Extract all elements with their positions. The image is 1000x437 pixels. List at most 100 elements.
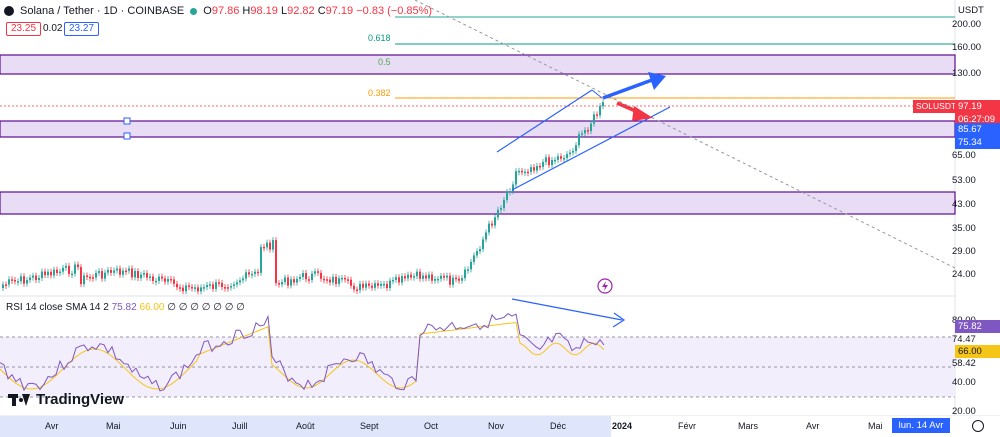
candle-body	[419, 271, 421, 279]
candle-body	[560, 156, 562, 159]
candle-body	[230, 286, 232, 288]
candle-body	[26, 280, 28, 284]
zone-0	[0, 54, 956, 75]
candle-body	[227, 287, 229, 289]
candle-body	[104, 272, 106, 279]
candle-body	[86, 275, 88, 277]
candle-body	[590, 123, 592, 132]
candle-body	[173, 279, 175, 284]
candle-body	[344, 277, 346, 280]
candle-body	[320, 272, 322, 279]
candle-body	[206, 285, 208, 288]
candle-body	[374, 283, 376, 288]
candle-body	[398, 277, 400, 283]
level-badge-lower: 75.34	[955, 136, 1000, 149]
last-price-badge: 97.19	[955, 100, 1000, 113]
candle-body	[530, 167, 532, 172]
candle-body	[5, 284, 7, 286]
time-label: Févr	[678, 421, 696, 431]
candle-body	[578, 134, 580, 146]
candle-body	[329, 279, 331, 283]
candle-body	[29, 277, 31, 281]
candle-body	[269, 242, 271, 250]
candle-body	[434, 279, 436, 281]
candle-body	[413, 276, 415, 278]
candle-body	[197, 287, 199, 292]
candle-body	[554, 159, 556, 162]
candle-body	[32, 275, 34, 278]
candle-body	[251, 273, 253, 276]
candle-body	[587, 130, 589, 132]
candle-body	[161, 276, 163, 279]
time-label: Déc	[550, 421, 567, 431]
candle-body	[194, 287, 196, 289]
candle-body	[512, 184, 514, 192]
candle-body	[59, 271, 61, 274]
candle-body	[551, 159, 553, 166]
buy-button[interactable]: 23.27	[64, 22, 100, 36]
candle-body	[404, 276, 406, 279]
candle-body	[89, 276, 91, 279]
rsi-tick: 20.00	[952, 406, 976, 417]
main-pane	[0, 0, 955, 296]
time-range-highlight	[0, 416, 611, 437]
channel-tip	[591, 89, 603, 99]
candle-body	[260, 246, 262, 273]
candle-body	[449, 275, 451, 285]
candle-body	[35, 275, 37, 280]
candle-body	[473, 255, 475, 262]
candle-body	[425, 275, 427, 279]
candle-body	[11, 279, 13, 281]
candle-body	[41, 271, 43, 279]
rsi-tick: 58.42	[952, 358, 976, 369]
candle-body	[92, 277, 94, 279]
candle-body	[350, 279, 352, 286]
candle-body	[107, 270, 109, 273]
candle-body	[347, 279, 349, 281]
candle-body	[62, 267, 64, 272]
symbol-legend: Solana / Tether · 1D · COINBASE O97.86 H…	[4, 4, 432, 18]
candle-body	[68, 265, 70, 275]
symbol-title[interactable]: Solana / Tether · 1D · COINBASE	[20, 5, 185, 17]
candle-body	[182, 287, 184, 292]
rsi-legend[interactable]: RSI 14 close SMA 14 2 75.82 66.00 ∅ ∅ ∅ …	[6, 302, 245, 313]
rsi-band	[0, 337, 955, 397]
candle-body	[488, 223, 490, 233]
candle-body	[581, 133, 583, 135]
rsi-line	[0, 312, 605, 392]
time-label: Juin	[170, 421, 187, 431]
zone-2	[0, 191, 956, 215]
candle-body	[386, 283, 388, 289]
candle-body	[113, 270, 115, 273]
settings-gear-icon[interactable]	[972, 420, 984, 432]
candle-body	[464, 269, 466, 279]
candle-body	[314, 271, 316, 274]
tradingview-logo[interactable]: TradingView	[8, 391, 124, 408]
candle-body	[491, 223, 493, 226]
spread-value: 0.02	[43, 23, 63, 34]
price-tick: 53.00	[952, 175, 976, 186]
candle-body	[122, 270, 124, 275]
candle-body	[338, 278, 340, 284]
tradingview-logo-icon	[8, 393, 30, 406]
tradingview-logo-text: TradingView	[36, 391, 125, 408]
price-tick: 130.00	[952, 68, 982, 79]
bullish-arrow	[602, 78, 653, 100]
candle-body	[296, 278, 298, 283]
zone-handle-icon	[123, 117, 131, 125]
price-tick: 43.00	[952, 199, 976, 210]
level-badge-upper: 85.67	[955, 123, 1000, 136]
candle-body	[500, 208, 502, 210]
bearish-arrow-head	[632, 106, 653, 121]
candle-body	[371, 285, 373, 288]
candle-body	[56, 269, 58, 274]
candle-body	[281, 281, 283, 285]
candle-body	[215, 282, 217, 289]
candle-body	[368, 283, 370, 286]
time-label: Mars	[738, 421, 758, 431]
candle-body	[395, 277, 397, 280]
sell-button[interactable]: 23.25	[6, 22, 42, 36]
candle-body	[416, 271, 418, 277]
currency-label[interactable]: USDT	[958, 5, 984, 16]
